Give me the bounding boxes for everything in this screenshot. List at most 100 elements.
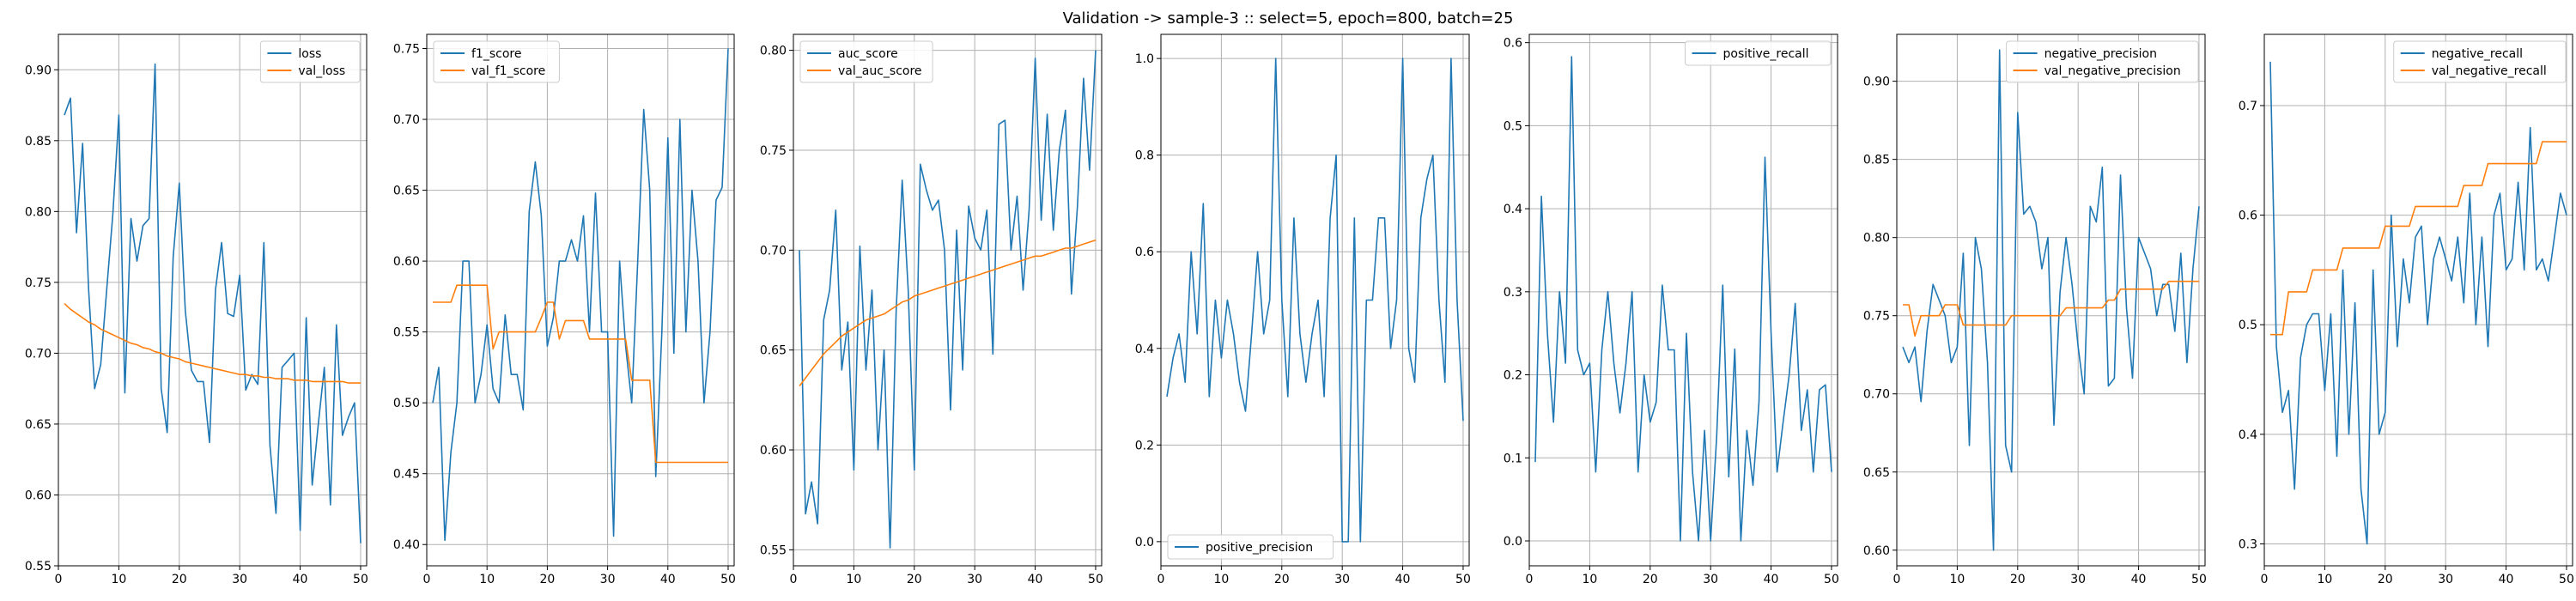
y-tick-label: 0.3 [2239,537,2257,551]
x-tick-label: 30 [1703,573,1718,586]
y-tick-label: 0.0 [1504,535,1522,549]
x-tick-label: 50 [1455,573,1471,586]
y-tick-label: 1.0 [1135,52,1154,66]
x-tick-label: 0 [790,573,798,586]
y-tick-label: 0.2 [1504,369,1522,383]
series-line-negative-recall [2269,61,2567,545]
y-tick-label: 0.80 [760,45,787,58]
grid [793,34,1102,566]
y-tick-label: 0.55 [25,560,52,574]
legend-box [1167,534,1334,560]
y-tick-label: 0.65 [760,344,787,358]
series-line-val-loss [64,303,361,384]
y-tick-label: 0.5 [2239,319,2257,332]
x-tick-label: 40 [293,573,308,586]
series-line-positive-precision [1166,58,1464,543]
grid [1528,34,1838,566]
x-tick-label: 10 [1949,573,1965,586]
legend-box [259,40,361,83]
x-tick-label: 50 [2191,573,2207,586]
axes-frame [2263,33,2573,567]
x-tick-label: 0 [2261,573,2269,586]
chart-panel-1: 0 10 20 30 40 50 0.55 0.60 0.65 0.70 0.75 0.80 0.85 0… [25,33,368,586]
x-tick-label: 30 [1334,573,1350,586]
y-tick-label: 0.75 [1863,310,1890,324]
legend: auc_score val_auc_score [799,40,933,83]
series-line-loss [64,63,361,543]
legend-label: auc_score [838,47,898,61]
grid [426,34,734,566]
x-tick-label: 20 [2010,573,2026,586]
x-tick-label: 10 [846,573,861,586]
x-tick-label: 40 [1764,573,1779,586]
grid [58,34,367,567]
x-tick-label: 20 [172,573,187,586]
y-tick-label: 0.60 [25,489,52,502]
chart-panel-5: 0 10 20 30 40 50 0.0 0.1 0.2 0.3 0.4 0.5 0.6 positive… [1504,33,1839,586]
axes-frame [793,33,1103,567]
x-tick-label: 0 [423,573,431,586]
x-tick-label: 10 [1582,573,1597,586]
y-tick-label: 0.85 [1863,154,1890,167]
x-tick-label: 20 [1274,573,1290,586]
chart-panel-6: 0 10 20 30 40 50 0.60 0.65 0.70 0.75 0.80 0.85 0.90 n… [1863,33,2207,586]
legend-label: val_negative_precision [2044,64,2181,78]
y-tick-label: 0.8 [1135,149,1154,163]
grid [2263,34,2573,566]
y-tick-label: 0.5 [1504,119,1522,133]
x-tick-label: 0 [1526,573,1534,586]
x-tick-label: 0 [1893,573,1901,586]
y-tick-label: 0.60 [393,255,420,269]
y-tick-label: 0.60 [760,444,787,458]
legend: loss val_loss [259,40,361,83]
y-tick-label: 0.50 [393,397,420,410]
legend-label: val_loss [298,64,345,78]
chart-panel-4: 0 10 20 30 40 50 0.0 0.2 0.4 0.6 0.8 1.0 positive_pr… [1135,33,1471,586]
series-line-positive-recall [1534,56,1832,542]
x-tick-label: 40 [2131,573,2147,586]
series-line-negative-precision [1902,49,2200,551]
grid [1896,34,2205,566]
y-tick-label: 0.80 [1863,232,1890,246]
legend: f1_score val_f1_score [433,40,560,83]
y-tick-label: 0.65 [25,418,52,432]
legend-box [433,40,560,83]
chart-panels: 0 10 20 30 40 500.550.600.650.700.750.800.850… [25,33,2574,586]
chart-panel-7: 0 10 20 30 40 50 0.3 0.4 0.5 0.6 0.7 negative_recal… [2239,33,2574,586]
y-tick-label: 0.55 [760,543,787,557]
y-tick-label: 0.80 [25,205,52,219]
x-tick-label: 50 [1088,573,1103,586]
legend-box [2393,40,2567,83]
series-line-val-f1-score [433,284,728,464]
x-tick-label: 30 [2438,573,2453,586]
x-tick-label: 10 [1213,573,1229,586]
y-tick-label: 0.75 [393,43,420,57]
legend: positive_precision [1167,534,1334,560]
y-tick-label: 0.3 [1504,286,1522,300]
legend-box [799,40,933,83]
x-tick-label: 20 [2378,573,2393,586]
y-tick-label: 0.70 [25,347,52,361]
y-tick-label: 0.2 [1135,439,1154,452]
x-tick-label: 30 [600,573,616,586]
x-tick-label: 20 [907,573,922,586]
y-tick-label: 0.90 [1863,76,1890,89]
figure-title: Validation -> sample-3 :: select=5, epoc… [1063,9,1514,27]
y-tick-label: 0.6 [1504,37,1522,51]
y-tick-label: 0.70 [1863,388,1890,402]
y-tick-label: 0.60 [1863,544,1890,558]
legend-label: positive_precision [1206,541,1313,555]
x-tick-label: 0 [55,573,63,586]
x-tick-label: 30 [967,573,982,586]
x-tick-label: 50 [353,573,368,586]
y-tick-label: 0.4 [1504,203,1522,216]
series-line-auc-score [799,50,1097,549]
series-line-f1-score [432,48,729,542]
y-tick-label: 0.40 [393,538,420,552]
y-tick-label: 0.4 [1135,343,1154,356]
y-tick-label: 0.1 [1504,452,1522,465]
y-tick-label: 0.6 [2239,209,2257,223]
x-tick-label: 0 [1157,573,1165,586]
grid [1160,34,1469,566]
